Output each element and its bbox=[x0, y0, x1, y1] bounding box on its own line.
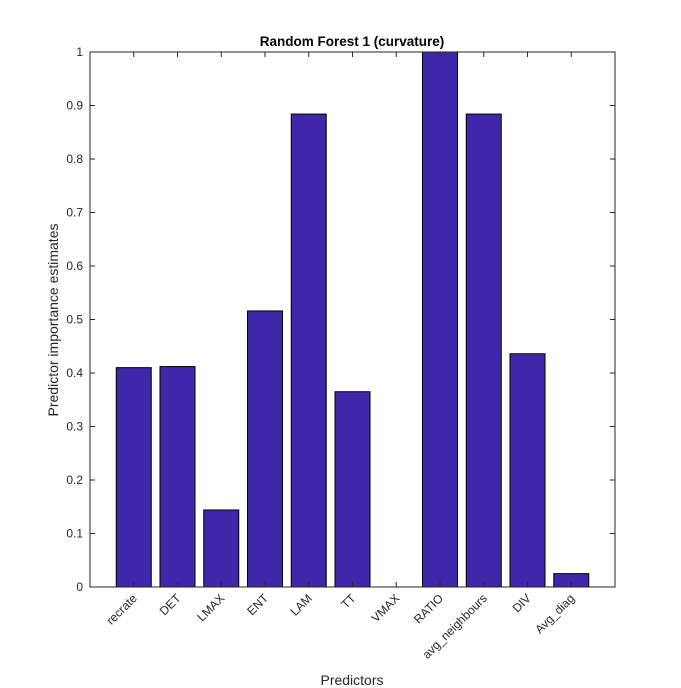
y-tick-label: 0.8 bbox=[66, 152, 83, 166]
y-tick-label: 0.9 bbox=[66, 99, 83, 113]
y-tick-label: 1 bbox=[76, 45, 83, 59]
bar-lmax bbox=[203, 509, 240, 588]
bar-lam bbox=[290, 113, 327, 588]
y-tick-label: 0.6 bbox=[66, 259, 83, 273]
bars-group bbox=[115, 51, 590, 588]
bar-det bbox=[159, 366, 196, 588]
x-axis-label: Predictors bbox=[320, 672, 383, 688]
bar-ent bbox=[247, 310, 283, 588]
bar-recrate bbox=[115, 367, 152, 588]
bar-div bbox=[509, 353, 546, 588]
y-tick-label: 0.1 bbox=[66, 527, 83, 541]
bar-tt bbox=[334, 391, 371, 588]
y-axis-label: Predictor importance estimates bbox=[45, 224, 61, 417]
y-tick-label: 0.4 bbox=[66, 366, 83, 380]
y-tick-label: 0.3 bbox=[66, 420, 83, 434]
y-tick-label: 0.7 bbox=[66, 206, 83, 220]
y-tick-label: 0.5 bbox=[66, 313, 83, 327]
bar-avg-neighbours bbox=[465, 113, 502, 588]
y-tick-label: 0 bbox=[76, 580, 83, 594]
bar-ratio bbox=[422, 51, 458, 588]
y-tick-label: 0.2 bbox=[66, 473, 83, 487]
chart-title: Random Forest 1 (curvature) bbox=[260, 34, 445, 49]
